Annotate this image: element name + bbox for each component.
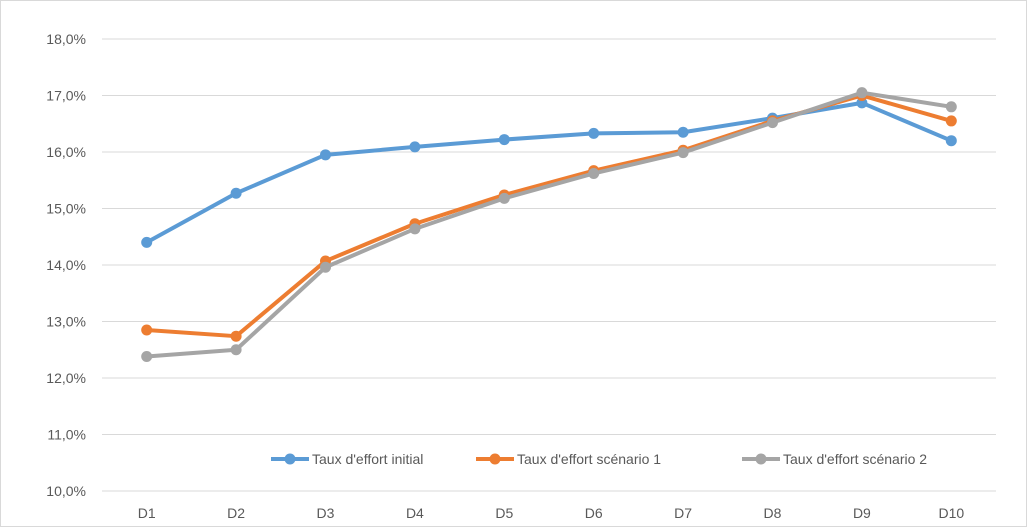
data-point (498, 134, 510, 146)
legend-swatch-marker (284, 453, 296, 465)
data-point (945, 135, 957, 147)
data-point (409, 141, 421, 153)
y-tick-label: 17,0% (46, 88, 86, 104)
data-point (945, 115, 957, 127)
data-point (945, 101, 957, 113)
data-point (320, 149, 331, 161)
y-tick-label: 12,0% (46, 370, 86, 386)
data-point (320, 261, 331, 273)
data-point (230, 187, 242, 199)
legend-swatch-marker (489, 453, 501, 465)
x-tick-label: D4 (406, 505, 424, 521)
y-tick-label: 16,0% (46, 144, 86, 160)
data-point (677, 147, 689, 159)
y-tick-label: 15,0% (46, 201, 86, 217)
data-point (767, 117, 778, 129)
legend: Taux d'effort initial Taux d'effort scéna… (271, 451, 927, 467)
x-tick-label: D3 (317, 505, 335, 521)
x-tick-label: D9 (853, 505, 871, 521)
legend-entry: Taux d'effort scénario 1 (476, 451, 661, 467)
legend-entry: Taux d'effort initial (271, 451, 423, 467)
data-point (141, 324, 153, 336)
x-tick-label: D7 (674, 505, 692, 521)
data-point (409, 223, 421, 235)
x-tick-label: D8 (764, 505, 782, 521)
data-point (498, 192, 510, 204)
data-point (141, 351, 153, 363)
legend-label: Taux d'effort initial (312, 451, 423, 467)
x-tick-label: D6 (585, 505, 603, 521)
x-tick-label: D2 (227, 505, 245, 521)
x-tick-label: D5 (495, 505, 513, 521)
legend-label: Taux d'effort scénario 2 (783, 451, 927, 467)
y-tick-label: 13,0% (46, 314, 86, 330)
x-tick-label: D1 (138, 505, 156, 521)
x-axis-tick-labels: D1 D2 D3 D4 D5 D6 D7 D8 D9 D10 (138, 505, 965, 521)
series-lines (141, 87, 957, 363)
y-tick-label: 18,0% (46, 31, 86, 47)
series-3 (141, 87, 957, 363)
legend-swatch-marker (755, 453, 767, 465)
data-point (856, 87, 868, 99)
data-point (677, 126, 689, 138)
y-tick-label: 14,0% (46, 257, 86, 273)
x-tick-label: D10 (938, 505, 964, 521)
legend-entry: Taux d'effort scénario 2 (742, 451, 927, 467)
series-1 (141, 97, 957, 248)
data-point (141, 236, 153, 248)
series-line (144, 90, 954, 359)
data-point (230, 344, 242, 356)
legend-label: Taux d'effort scénario 1 (517, 451, 661, 467)
data-point (588, 167, 600, 179)
y-axis-tick-labels: 10,0% 11,0% 12,0% 13,0% 14,0% 15,0% 16,0% 17,0%… (46, 31, 86, 499)
y-tick-label: 11,0% (47, 427, 86, 443)
data-point (230, 330, 242, 342)
y-tick-label: 10,0% (46, 483, 86, 499)
series-line (144, 93, 954, 339)
series-2 (141, 90, 957, 342)
series-line (144, 100, 954, 245)
data-point (588, 127, 600, 139)
